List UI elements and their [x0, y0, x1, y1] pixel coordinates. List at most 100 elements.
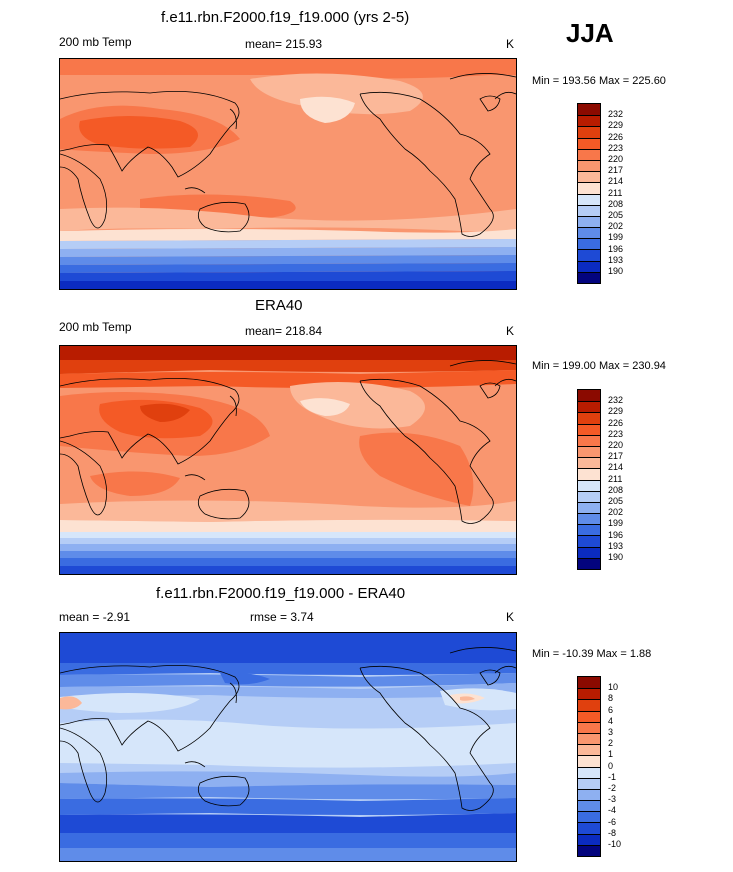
- colorbar-box: [578, 546, 600, 558]
- colorbar-box: [578, 677, 600, 689]
- colorbar-box: [578, 710, 600, 722]
- colorbar-tick-label: 214: [608, 176, 624, 187]
- colorbar-tick-label: 196: [608, 243, 624, 254]
- colorbar-box: [578, 260, 600, 272]
- colorbar-tick-label: 205: [608, 210, 624, 220]
- colorbar-tick-label: 205: [608, 496, 624, 506]
- panel-2-title: ERA40: [255, 297, 303, 314]
- colorbar-box: [578, 457, 600, 469]
- panel-1-title: f.e11.rbn.F2000.f19_f19.000 (yrs 2-5): [161, 9, 410, 26]
- colorbar-box: [578, 822, 600, 834]
- colorbar-tick-label: 217: [608, 451, 624, 462]
- colorbar-tick-label: 229: [608, 120, 624, 131]
- panel-1-colorbar: [577, 103, 601, 284]
- colorbar-box: [578, 238, 600, 250]
- colorbar-tick-label: 190: [608, 266, 624, 276]
- colorbar-box: [578, 171, 600, 183]
- colorbar-box: [578, 800, 600, 812]
- colorbar-tick-label: 232: [608, 109, 624, 120]
- season-label: JJA: [566, 18, 614, 48]
- colorbar-box: [578, 126, 600, 138]
- colorbar-box: [578, 148, 600, 160]
- colorbar-tick-label: 229: [608, 406, 624, 417]
- colorbar-tick-label: 196: [608, 529, 624, 540]
- colorbar-box: [578, 513, 600, 525]
- colorbar-box: [578, 115, 600, 127]
- panel-3-rmse-label: rmse = 3.74: [250, 610, 314, 624]
- colorbar-tick-label: -8: [608, 827, 617, 838]
- colorbar-box: [578, 766, 600, 778]
- colorbar-tick-label: 8: [608, 693, 614, 704]
- colorbar-box: [578, 699, 600, 711]
- colorbar-tick-label: 202: [608, 507, 624, 518]
- colorbar-box: [578, 401, 600, 413]
- panel-2-minmax: Min = 199.00 Max = 230.94: [532, 360, 666, 372]
- panel-3-title: f.e11.rbn.F2000.f19_f19.000 - ERA40: [156, 585, 406, 602]
- colorbar-box: [578, 249, 600, 261]
- colorbar-tick-label: 214: [608, 462, 624, 473]
- colorbar-tick-label: -3: [608, 794, 617, 805]
- panel-1-mean-label: mean= 215.93: [245, 37, 323, 51]
- panel-3-mean-label: mean = -2.91: [59, 610, 131, 624]
- colorbar-tick-label: 211: [608, 187, 623, 198]
- colorbar-tick-label: 199: [608, 232, 624, 243]
- colorbar-tick-label: -1: [608, 771, 617, 782]
- colorbar-tick-label: 226: [608, 131, 624, 142]
- colorbar-tick-label: 2: [608, 738, 614, 749]
- colorbar-box: [578, 557, 600, 569]
- colorbar-tick-label: 211: [608, 473, 623, 484]
- colorbar-box: [578, 412, 600, 424]
- panel-3-units: K: [506, 610, 515, 624]
- colorbar-tick-label: 223: [608, 428, 624, 439]
- colorbar-box: [578, 732, 600, 745]
- colorbar-box: [578, 755, 600, 767]
- colorbar-tick-label: 223: [608, 142, 624, 153]
- colorbar-box: [578, 204, 600, 216]
- colorbar-tick-label: 0: [608, 760, 614, 771]
- colorbar-tick-label: 220: [608, 154, 624, 164]
- colorbar-tick-label: -2: [608, 783, 617, 793]
- panel-3-colorbar: [577, 676, 601, 857]
- panel-1-map: [59, 58, 517, 290]
- colorbar-box: [578, 215, 600, 228]
- colorbar-tick-label: 193: [608, 254, 624, 265]
- colorbar-box: [578, 535, 600, 547]
- colorbar-tick-label: 3: [608, 727, 614, 737]
- colorbar-tick-label: 199: [608, 518, 624, 529]
- colorbar-box: [578, 844, 600, 856]
- panel-3-minmax: Min = -10.39 Max = 1.88: [532, 648, 652, 660]
- colorbar-box: [578, 479, 600, 491]
- colorbar-tick-label: 232: [608, 395, 624, 406]
- colorbar-box: [578, 688, 600, 700]
- colorbar-tick-label: 217: [608, 165, 624, 176]
- colorbar-box: [578, 721, 600, 733]
- colorbar-tick-label: -6: [608, 816, 617, 827]
- panel-2-colorbar: [577, 389, 601, 570]
- colorbar-box: [578, 271, 600, 283]
- colorbar-box: [578, 104, 600, 116]
- colorbar-tick-label: 226: [608, 417, 624, 428]
- colorbar-box: [578, 501, 600, 514]
- colorbar-tick-label: 208: [608, 484, 624, 495]
- panel-1-minmax: Min = 193.56 Max = 225.60: [532, 75, 666, 87]
- colorbar-box: [578, 137, 600, 149]
- panel-1-units: K: [506, 37, 515, 51]
- colorbar-box: [578, 390, 600, 402]
- colorbar-tick-label: 220: [608, 440, 624, 450]
- colorbar-tick-label: 190: [608, 552, 624, 562]
- colorbar-box: [578, 468, 600, 480]
- colorbar-tick-label: 4: [608, 715, 614, 726]
- colorbar-tick-label: -10: [608, 839, 622, 849]
- colorbar-tick-label: 193: [608, 540, 624, 551]
- panel-2-units: K: [506, 324, 515, 338]
- colorbar-box: [578, 744, 600, 756]
- colorbar-box: [578, 423, 600, 435]
- colorbar-tick-label: 1: [608, 749, 614, 760]
- panel-2-map: [59, 345, 517, 575]
- colorbar-box: [578, 524, 600, 536]
- colorbar-tick-label: 6: [608, 704, 614, 715]
- colorbar-box: [578, 811, 600, 823]
- colorbar-box: [578, 833, 600, 845]
- panel-2-variable-label: 200 mb Temp: [59, 320, 132, 334]
- colorbar-box: [578, 788, 600, 801]
